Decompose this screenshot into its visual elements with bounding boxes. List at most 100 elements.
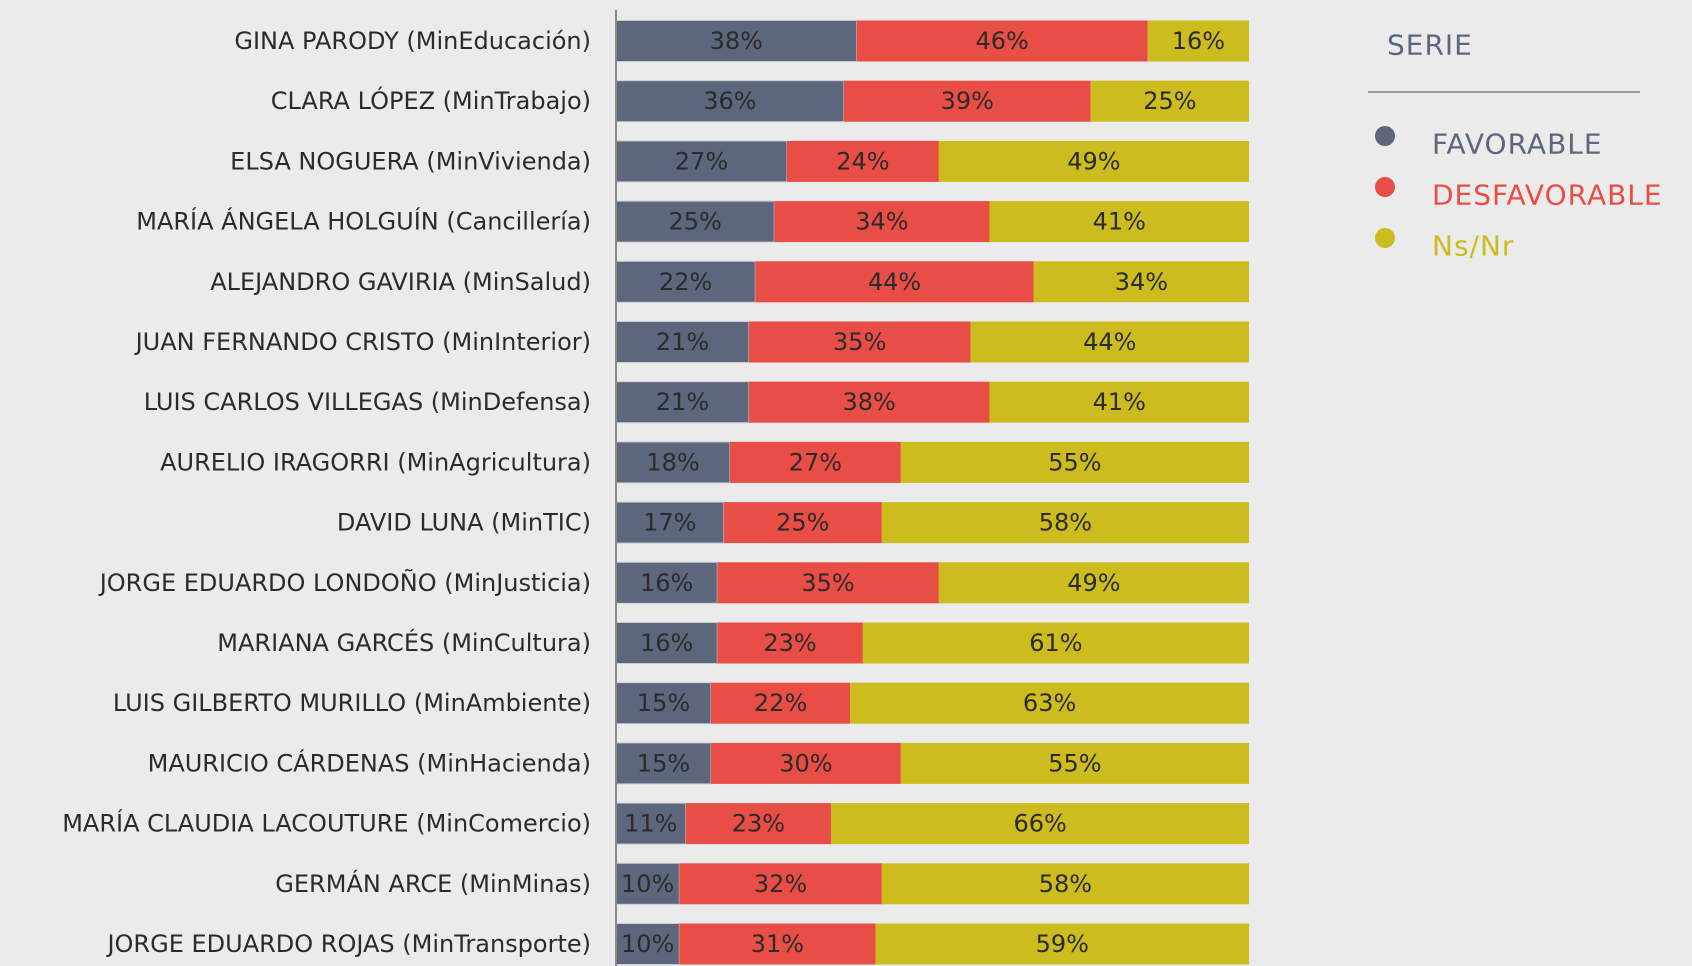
bar-segment (615, 862, 680, 905)
bar-segment (862, 622, 1249, 664)
bar-segment (710, 742, 901, 784)
category-label: ALEJANDRO GAVIRIA (MinSalud) (210, 268, 591, 296)
value-label: 49% (1067, 569, 1120, 597)
category-label: DAVID LUNA (MinTIC) (337, 509, 591, 537)
category-label: MAURICIO CÁRDENAS (MinHacienda) (148, 748, 591, 777)
bar-segment (831, 803, 1249, 845)
bar-segment (938, 562, 1249, 604)
value-label: 61% (1029, 629, 1082, 657)
value-label: 36% (703, 87, 756, 115)
bar-segment (748, 381, 990, 423)
value-label: 55% (1048, 448, 1101, 476)
value-label: 31% (751, 930, 804, 958)
bar-segment (615, 140, 788, 183)
bar-segment (615, 381, 750, 424)
bar-segment (679, 863, 882, 905)
category-label: ELSA NOGUERA (MinVivienda) (230, 147, 591, 175)
bar-segment (615, 200, 775, 243)
value-label: 66% (1013, 810, 1066, 838)
category-label: JORGE EDUARDO ROJAS (MinTransporte) (105, 930, 591, 958)
category-label: GERMÁN ARCE (MinMinas) (275, 869, 591, 898)
bar-segment (843, 80, 1091, 122)
bar-segment (938, 140, 1249, 182)
bar-segment (970, 321, 1249, 363)
category-label: MARÍA ÁNGELA HOLGUÍN (Cancillería) (136, 207, 591, 236)
legend-label: FAVORABLE (1432, 128, 1603, 161)
bar-segment (989, 201, 1249, 243)
category-label: MARIANA GARCÉS (MinCultura) (217, 628, 591, 657)
value-label: 58% (1039, 870, 1092, 898)
value-label: 35% (833, 328, 886, 356)
bar-segment (900, 441, 1249, 483)
value-label: 34% (1115, 268, 1168, 296)
bar-segment (615, 80, 845, 123)
bar-segment (685, 803, 832, 845)
bar-segment (856, 20, 1148, 62)
value-label: 32% (754, 870, 807, 898)
bar-segment (850, 682, 1249, 724)
value-label: 10% (621, 930, 674, 958)
value-label: 39% (941, 87, 994, 115)
bar-segment (615, 923, 680, 965)
value-label: 63% (1023, 689, 1076, 717)
bar-segment (881, 502, 1249, 544)
value-label: 16% (640, 629, 693, 657)
value-label: 30% (779, 749, 832, 777)
bar-segment (748, 321, 971, 363)
bar-segment (900, 742, 1249, 784)
value-label: 10% (621, 870, 674, 898)
bar-segment (615, 561, 718, 604)
value-label: 11% (624, 810, 677, 838)
value-label: 46% (975, 27, 1028, 55)
bar-segment (989, 381, 1249, 423)
category-label: LUIS GILBERTO MURILLO (MinAmbiente) (113, 689, 591, 717)
category-label: JUAN FERNANDO CRISTO (MinInterior) (134, 328, 591, 356)
bar-segment (1147, 20, 1249, 62)
value-label: 25% (1143, 87, 1196, 115)
legend-label: DESFAVORABLE (1432, 179, 1663, 212)
value-label: 41% (1093, 208, 1146, 236)
value-label: 25% (668, 208, 721, 236)
bar-segment (717, 622, 863, 664)
legend-title: SERIE (1387, 29, 1473, 62)
value-label: 44% (1083, 328, 1136, 356)
legend-marker (1375, 126, 1395, 146)
value-label: 27% (675, 147, 728, 175)
value-label: 25% (776, 509, 829, 537)
bar-segment (710, 682, 851, 724)
value-label: 38% (710, 27, 763, 55)
category-label: AURELIO IRAGORRI (MinAgricultura) (160, 448, 591, 476)
value-label: 18% (646, 448, 699, 476)
category-label: LUIS CARLOS VILLEGAS (MinDefensa) (144, 388, 591, 416)
bar-segment (717, 562, 939, 604)
value-label: 55% (1048, 749, 1101, 777)
value-label: 16% (640, 569, 693, 597)
category-label: MARÍA CLAUDIA LACOUTURE (MinComercio) (62, 809, 591, 838)
value-label: 15% (637, 749, 690, 777)
bar-segment (1090, 80, 1249, 122)
legend-marker (1375, 177, 1395, 197)
value-label: 17% (643, 509, 696, 537)
value-label: 22% (754, 689, 807, 717)
value-label: 41% (1093, 388, 1146, 416)
value-label: 21% (656, 388, 709, 416)
value-label: 27% (789, 448, 842, 476)
bar-segment (723, 502, 882, 544)
value-label: 23% (763, 629, 816, 657)
bar-segment (881, 863, 1249, 905)
value-label: 23% (732, 810, 785, 838)
bar-segment (615, 742, 712, 785)
category-label: CLARA LÓPEZ (MinTrabajo) (271, 85, 591, 115)
bar-segment (1033, 261, 1249, 303)
value-label: 58% (1039, 509, 1092, 537)
legend-label: Ns/Nr (1432, 230, 1514, 263)
value-label: 16% (1172, 27, 1225, 55)
legend-marker (1375, 228, 1395, 248)
value-label: 44% (868, 268, 921, 296)
value-label: 35% (801, 569, 854, 597)
bar-segment (615, 622, 718, 664)
bar-segment (755, 261, 1034, 303)
value-label: 21% (656, 328, 709, 356)
bar-segment (729, 441, 901, 483)
bar-segment (875, 923, 1249, 965)
